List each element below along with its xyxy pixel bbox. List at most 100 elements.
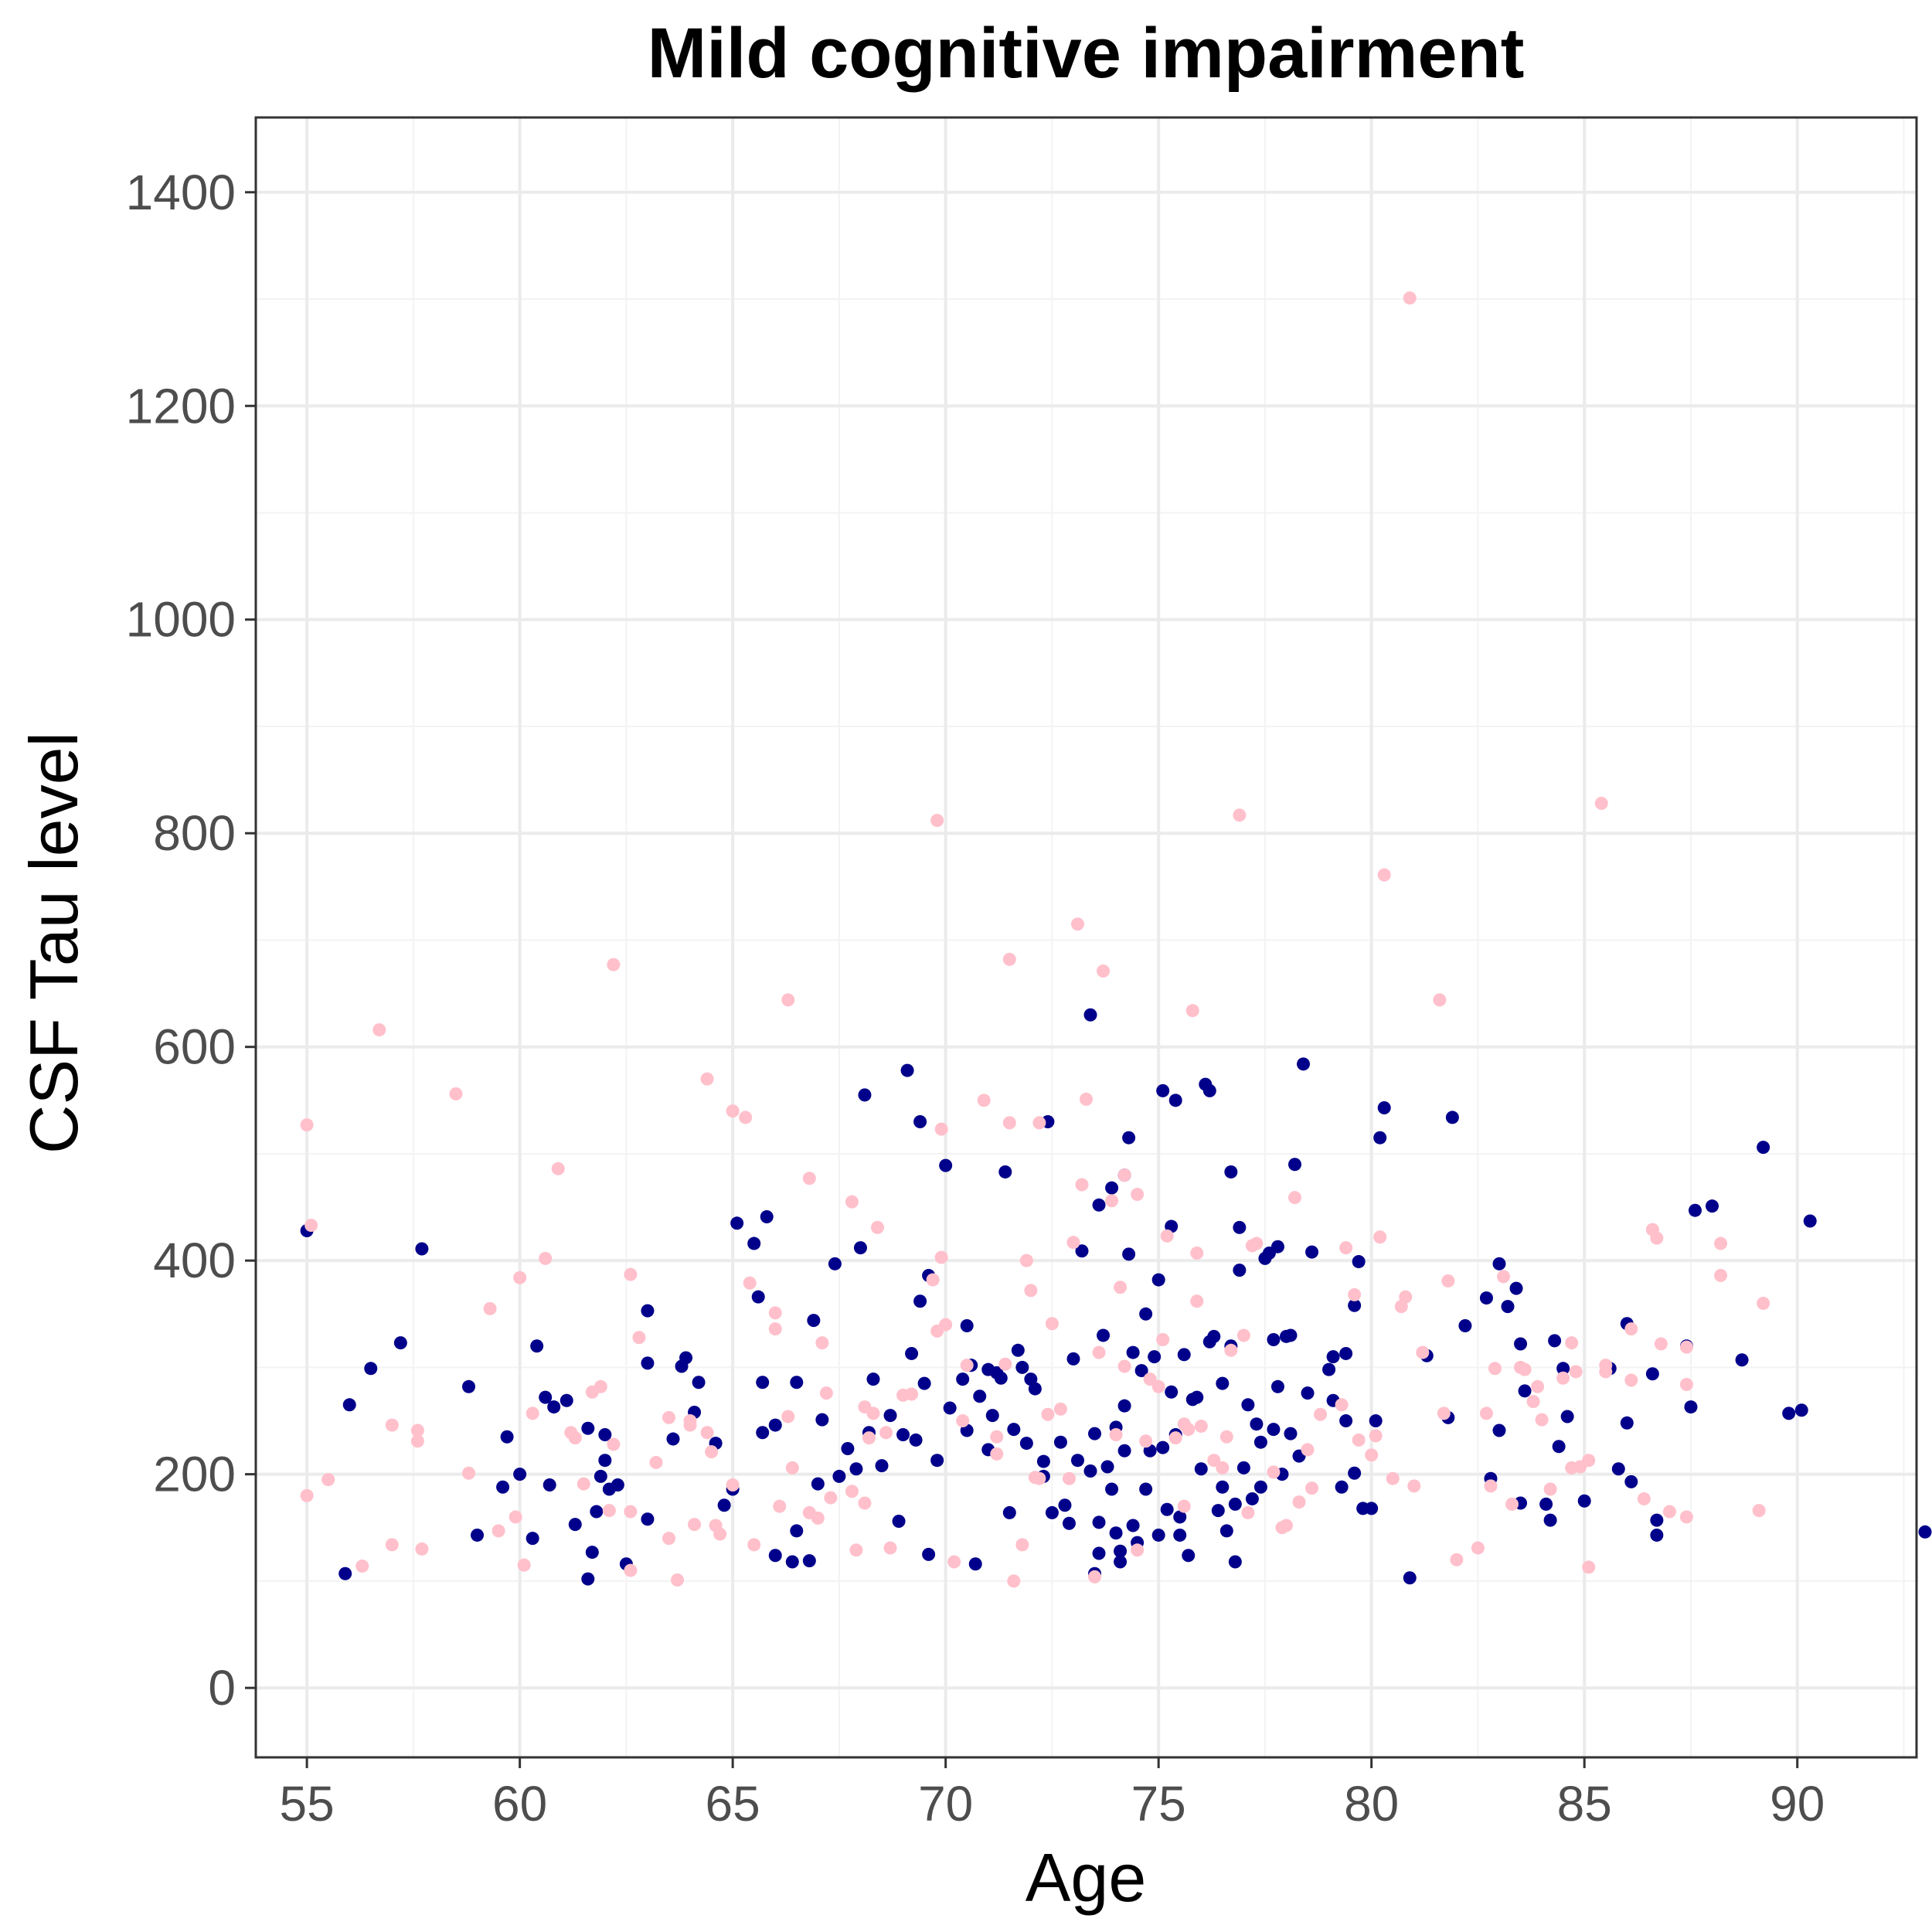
data-point xyxy=(1684,1400,1698,1414)
data-point xyxy=(905,1387,919,1401)
data-point xyxy=(1224,1165,1238,1179)
data-point xyxy=(1114,1555,1128,1569)
data-point xyxy=(393,1336,407,1350)
data-point xyxy=(760,1210,774,1224)
data-point xyxy=(1015,1538,1029,1552)
data-point xyxy=(1288,1158,1302,1172)
data-point xyxy=(1088,1427,1102,1440)
data-point xyxy=(1105,1194,1119,1208)
data-point xyxy=(960,1359,974,1372)
data-point xyxy=(1292,1495,1306,1509)
data-point xyxy=(1117,1168,1131,1182)
x-tick-label: 85 xyxy=(1557,1776,1612,1832)
data-point xyxy=(1126,1519,1140,1532)
x-tick-label: 60 xyxy=(492,1776,547,1832)
data-point xyxy=(790,1376,804,1389)
data-point xyxy=(1582,1454,1596,1468)
data-point xyxy=(1297,1057,1311,1071)
data-point xyxy=(300,1488,314,1502)
data-point xyxy=(939,1158,953,1172)
data-point xyxy=(1757,1296,1770,1310)
data-point xyxy=(551,1162,565,1175)
data-point xyxy=(977,1094,991,1107)
data-point xyxy=(1253,1435,1267,1449)
data-point xyxy=(1024,1284,1038,1298)
data-point xyxy=(1560,1410,1574,1423)
y-tick-label: 1000 xyxy=(126,592,236,648)
data-point xyxy=(1488,1362,1502,1376)
data-point xyxy=(1441,1274,1455,1287)
data-point xyxy=(692,1376,706,1389)
data-point xyxy=(968,1557,982,1571)
data-point xyxy=(1002,952,1016,966)
data-point xyxy=(1019,1437,1033,1451)
data-point xyxy=(1139,1307,1153,1321)
y-tick-label: 800 xyxy=(153,805,236,861)
data-point xyxy=(1539,1497,1553,1511)
data-point xyxy=(768,1306,782,1320)
data-point xyxy=(1053,1402,1067,1416)
data-point xyxy=(1679,1510,1693,1524)
data-point xyxy=(641,1356,655,1370)
data-point xyxy=(462,1466,476,1480)
data-point xyxy=(1105,1482,1119,1496)
data-point xyxy=(1543,1513,1557,1527)
data-point xyxy=(756,1426,770,1440)
data-point xyxy=(1757,1141,1770,1155)
data-point xyxy=(415,1242,429,1256)
data-point xyxy=(845,1195,859,1209)
data-point xyxy=(790,1524,804,1538)
data-point xyxy=(1526,1395,1540,1409)
data-point xyxy=(598,1428,612,1442)
data-point xyxy=(513,1270,527,1284)
data-point xyxy=(611,1478,624,1492)
data-point xyxy=(819,1386,833,1400)
data-point xyxy=(1117,1399,1131,1413)
data-point xyxy=(1458,1319,1472,1333)
data-point xyxy=(756,1376,770,1389)
data-point xyxy=(581,1572,595,1586)
data-point xyxy=(892,1514,906,1528)
data-point xyxy=(1352,1255,1366,1269)
data-point xyxy=(1288,1191,1302,1205)
data-point xyxy=(1599,1365,1613,1379)
data-point xyxy=(1156,1332,1170,1346)
data-point xyxy=(1679,1378,1693,1392)
data-point xyxy=(568,1518,582,1532)
data-point xyxy=(939,1318,953,1332)
data-point xyxy=(1053,1435,1067,1449)
data-point xyxy=(998,1357,1012,1371)
data-point xyxy=(509,1510,522,1524)
data-point xyxy=(1182,1423,1196,1437)
data-point xyxy=(705,1445,719,1459)
data-point xyxy=(811,1477,825,1491)
data-point xyxy=(1173,1528,1187,1542)
data-point xyxy=(1650,1513,1664,1527)
data-point xyxy=(1569,1365,1583,1379)
data-point xyxy=(1377,868,1391,882)
data-point xyxy=(1624,1322,1638,1336)
data-point xyxy=(1002,1505,1016,1519)
data-point xyxy=(1497,1270,1511,1284)
data-point xyxy=(594,1379,607,1393)
data-point xyxy=(1403,1571,1417,1585)
data-point xyxy=(900,1063,914,1077)
data-point xyxy=(905,1346,919,1360)
data-point xyxy=(641,1304,655,1318)
data-point xyxy=(866,1372,880,1386)
data-point xyxy=(662,1410,675,1424)
data-point xyxy=(1479,1406,1493,1420)
data-point xyxy=(1097,1328,1111,1342)
data-point xyxy=(773,1499,787,1513)
data-point xyxy=(1100,1460,1114,1474)
data-point xyxy=(355,1560,369,1573)
data-point xyxy=(811,1511,825,1525)
data-point xyxy=(1041,1407,1055,1421)
x-tick-label: 75 xyxy=(1131,1776,1186,1832)
data-point xyxy=(768,1549,782,1563)
data-point xyxy=(607,957,621,971)
data-point xyxy=(1228,1497,1242,1511)
data-point xyxy=(1270,1379,1284,1393)
data-point xyxy=(1070,1454,1084,1468)
data-point xyxy=(1552,1440,1566,1454)
